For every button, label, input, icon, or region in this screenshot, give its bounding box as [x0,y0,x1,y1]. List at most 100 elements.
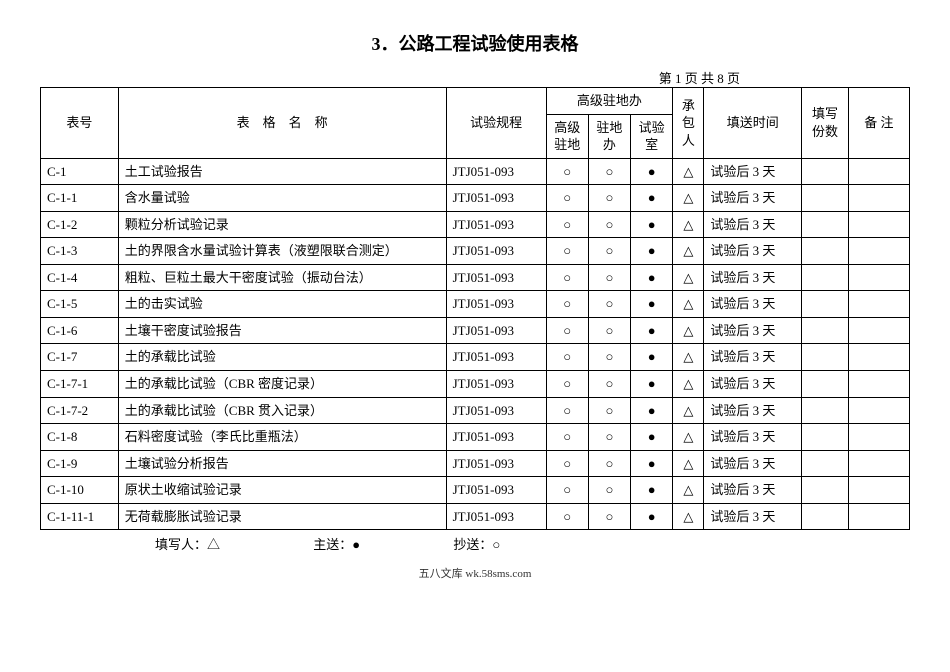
cell-hl1: ○ [546,291,588,318]
cell-code: C-1-5 [41,291,119,318]
cell-copies [802,291,849,318]
cell-copies [802,344,849,371]
cell-hl3: ● [631,238,673,265]
cell-spec: JTJ051-093 [446,291,546,318]
cell-hl3: ● [631,397,673,424]
cell-copies [802,397,849,424]
cell-remark [848,238,909,265]
cell-remark [848,424,909,451]
cell-name: 无荷载膨胀试验记录 [118,503,446,530]
cell-time: 试验后 3 天 [704,371,802,398]
cell-spec: JTJ051-093 [446,344,546,371]
table-row: C-1-8石料密度试验（李氏比重瓶法）JTJ051-093○○●△试验后 3 天 [41,424,910,451]
cell-hl2: ○ [588,238,630,265]
header-time: 填送时间 [704,88,802,159]
cell-hl3: ● [631,371,673,398]
cell-time: 试验后 3 天 [704,291,802,318]
table-row: C-1-4粗粒、巨粒土最大干密度试验（振动台法）JTJ051-093○○●△试验… [41,264,910,291]
table-header: 表号 表 格 名 称 试验规程 高级驻地办 承 包 人 填送时间 填写 份数 备… [41,88,910,159]
header-hl2: 驻地 办 [588,114,630,158]
table-row: C-1-2颗粒分析试验记录JTJ051-093○○●△试验后 3 天 [41,211,910,238]
cell-hl2: ○ [588,291,630,318]
header-name: 表 格 名 称 [118,88,446,159]
cell-hl3: ● [631,211,673,238]
cell-hl3: ● [631,291,673,318]
cell-remark [848,211,909,238]
cell-remark [848,264,909,291]
cell-code: C-1-1 [41,185,119,212]
cell-hl2: ○ [588,477,630,504]
cell-time: 试验后 3 天 [704,344,802,371]
cell-copies [802,238,849,265]
cell-time: 试验后 3 天 [704,397,802,424]
cell-code: C-1-9 [41,450,119,477]
cell-hl1: ○ [546,158,588,185]
cell-hl2: ○ [588,317,630,344]
cell-spec: JTJ051-093 [446,371,546,398]
cell-name: 土的承载比试验（CBR 密度记录） [118,371,446,398]
cell-contractor: △ [673,264,704,291]
cell-hl3: ● [631,264,673,291]
cell-code: C-1-10 [41,477,119,504]
cell-hl1: ○ [546,185,588,212]
cell-hl1: ○ [546,450,588,477]
legend-row: 填写人：△ 主送：● 抄送：○ [40,530,910,553]
cell-hl1: ○ [546,211,588,238]
cell-hl2: ○ [588,503,630,530]
cell-copies [802,503,849,530]
cell-contractor: △ [673,211,704,238]
table-row: C-1-6土壤干密度试验报告JTJ051-093○○●△试验后 3 天 [41,317,910,344]
cell-name: 石料密度试验（李氏比重瓶法） [118,424,446,451]
cell-code: C-1-7-1 [41,371,119,398]
cell-remark [848,450,909,477]
cell-name: 粗粒、巨粒土最大干密度试验（振动台法） [118,264,446,291]
cell-time: 试验后 3 天 [704,158,802,185]
cell-hl3: ● [631,477,673,504]
table-row: C-1-10原状土收缩试验记录JTJ051-093○○●△试验后 3 天 [41,477,910,504]
cell-copies [802,185,849,212]
page-footer: 五八文库 wk.58sms.com [40,565,910,581]
header-highlevel-group: 高级驻地办 [546,88,673,115]
cell-spec: JTJ051-093 [446,211,546,238]
cell-hl2: ○ [588,264,630,291]
table-row: C-1土工试验报告JTJ051-093○○●△试验后 3 天 [41,158,910,185]
cell-hl1: ○ [546,317,588,344]
cell-copies [802,424,849,451]
cell-hl3: ● [631,185,673,212]
cell-name: 土的承载比试验 [118,344,446,371]
cell-name: 颗粒分析试验记录 [118,211,446,238]
cell-hl1: ○ [546,477,588,504]
cell-remark [848,158,909,185]
cell-spec: JTJ051-093 [446,450,546,477]
cell-hl3: ● [631,503,673,530]
cell-name: 土壤试验分析报告 [118,450,446,477]
cell-remark [848,291,909,318]
table-row: C-1-7-2土的承载比试验（CBR 贯入记录）JTJ051-093○○●△试验… [41,397,910,424]
cell-time: 试验后 3 天 [704,450,802,477]
cell-code: C-1-3 [41,238,119,265]
cell-hl2: ○ [588,371,630,398]
cell-contractor: △ [673,185,704,212]
cell-hl2: ○ [588,211,630,238]
header-hl1: 高级 驻地 [546,114,588,158]
cell-remark [848,397,909,424]
cell-hl1: ○ [546,238,588,265]
cell-spec: JTJ051-093 [446,424,546,451]
cell-hl3: ● [631,158,673,185]
cell-name: 土的界限含水量试验计算表（液塑限联合测定） [118,238,446,265]
cell-contractor: △ [673,424,704,451]
cell-name: 含水量试验 [118,185,446,212]
cell-remark [848,503,909,530]
table-row: C-1-7-1土的承载比试验（CBR 密度记录）JTJ051-093○○●△试验… [41,371,910,398]
cell-code: C-1-11-1 [41,503,119,530]
cell-remark [848,371,909,398]
cell-copies [802,317,849,344]
table-row: C-1-5土的击实试验JTJ051-093○○●△试验后 3 天 [41,291,910,318]
cell-hl2: ○ [588,185,630,212]
cell-time: 试验后 3 天 [704,238,802,265]
cell-hl2: ○ [588,424,630,451]
legend-main-send: 主送：● [313,537,360,552]
table-row: C-1-11-1无荷载膨胀试验记录JTJ051-093○○●△试验后 3 天 [41,503,910,530]
cell-remark [848,317,909,344]
cell-time: 试验后 3 天 [704,211,802,238]
